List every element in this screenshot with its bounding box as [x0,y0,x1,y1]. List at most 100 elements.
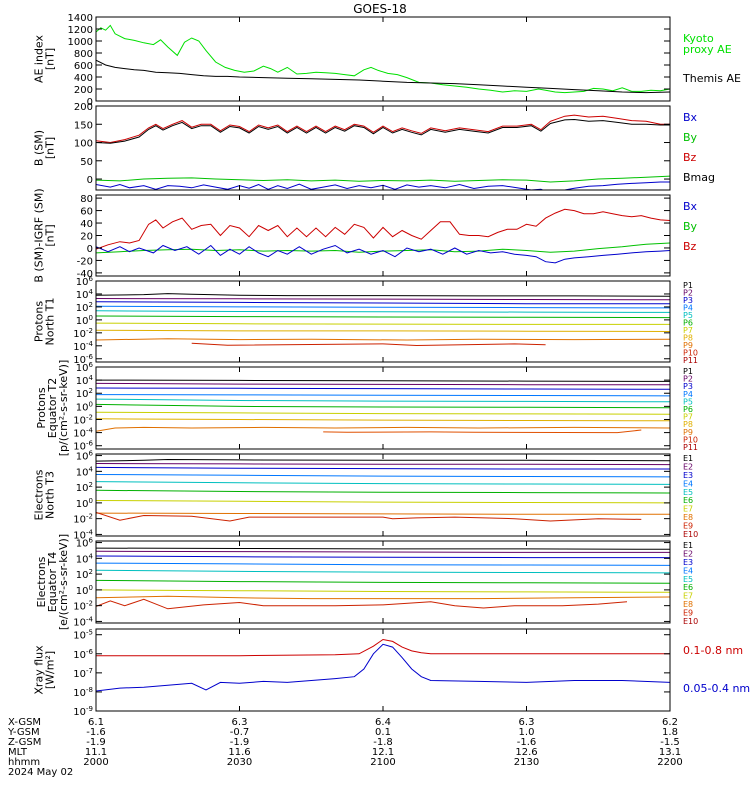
series-line-e8 [96,512,670,515]
legend-entry: E8 [683,513,693,522]
legend-entry: P6 [683,405,693,414]
y-tick-label: 106 [76,275,94,288]
legend-entry: P9 [683,341,693,350]
ephemeris-value: 2000 [83,757,108,768]
series-line-p6 [96,315,670,319]
y-tick-label: 200 [74,85,93,96]
y-axis-label: [W/m²] [44,651,57,689]
legend-entry: P4 [683,304,693,313]
legend-entry: P3 [683,382,693,391]
legend-entry: E6 [683,496,693,505]
y-tick-label: 400 [74,73,93,84]
series-line-bmag [96,118,670,144]
y-tick-label: 10-4 [73,528,93,541]
y-tick-label: 600 [74,61,93,72]
series-line-e4 [96,562,670,566]
legend-entry: P7 [683,413,693,422]
series-line-e4 [96,474,670,478]
legend-entry: E10 [683,617,698,626]
ephemeris-value: -1.9 [86,737,106,748]
legend-entry: P7 [683,326,693,335]
y-axis-label: Protons [33,301,46,342]
y-tick-label: 104 [76,288,94,301]
series-line-e2 [96,463,670,466]
y-axis-label: [e/(cm²-s-sr-keV)] [57,534,70,630]
y-tick-label: 200 [74,102,93,113]
y-tick-label: 102 [76,301,93,314]
y-tick-label: 1400 [68,13,93,24]
ephemeris-value: 6.1 [88,717,104,728]
y-tick-label: 10-8 [73,686,93,699]
series-line-p2 [96,298,670,301]
series-line-e7 [96,500,670,504]
y-axis-label: [nT] [44,224,57,246]
ephemeris-value: -1.6 [86,727,106,738]
ephemeris-value: 6.3 [519,717,535,728]
panel-frame [95,280,671,363]
y-tick-label: 0 [87,244,93,255]
series-group [96,293,670,347]
y-tick-label: 10-5 [73,629,93,642]
legend-entry: P3 [683,296,693,305]
legend-entry: E2 [683,549,693,558]
series-line-e8 [96,595,670,600]
y-tick-label: 104 [76,374,94,387]
y-tick-label: 80 [80,194,93,205]
series-line-p8 [96,329,670,332]
y-axis-label: AE index [33,34,46,83]
series-line-p1 [96,293,670,297]
series-line-e7 [96,589,670,593]
legend-entry: E5 [683,575,693,584]
ephemeris-value: 2030 [227,757,252,768]
legend-entry: Bmag [683,171,715,184]
y-tick-label: 800 [74,49,93,60]
series-line-0-05-0-4-nm [96,643,670,692]
legend-entry: E4 [683,479,693,488]
series-line-by [96,175,670,183]
y-tick-label: 100 [76,400,93,413]
legend-entry: E9 [683,609,693,618]
series-line-bx [96,244,670,264]
series-line-p3 [96,301,670,305]
y-tick-label: 102 [76,387,93,400]
ephemeris-value: 6.3 [232,717,248,728]
y-axis-label: North T1 [44,298,57,346]
series-line-p10 [191,342,546,347]
ephemeris-value: 11.6 [228,747,250,758]
legend-entry: E6 [683,583,693,592]
series-line-e3 [96,466,670,470]
legend-entry: P2 [683,375,693,384]
legend-entry: P11 [683,356,698,365]
legend-entry: E5 [683,488,693,497]
y-axis-label: [nT] [44,48,57,70]
y-tick-label: 10-2 [73,413,93,426]
series-group [96,458,670,522]
y-tick-label: 100 [76,314,93,327]
y-axis-label: [p/(cm²-s-sr-keV)] [57,360,70,457]
legend-entry: P10 [683,349,698,358]
y-tick-label: 104 [76,465,94,478]
legend-entry: By [683,131,698,144]
y-tick-label: 1200 [68,25,93,36]
y-axis-label: Electrons [35,556,48,607]
y-tick-label: 20 [80,232,93,243]
ephemeris-value: -1.5 [660,737,680,748]
ephemeris-row-label: X-GSM [8,717,41,728]
y-axis-label: Protons [35,387,48,428]
series-line-p3 [96,387,670,390]
series-line-p10 [323,429,642,434]
series-line-e5 [96,569,670,574]
legend-entry: P8 [683,420,693,429]
legend-entry: By [683,220,698,233]
ephemeris-value: 1.8 [662,727,678,738]
ephemeris-row-label: MLT [8,747,28,758]
panel-bsm: 0 50 100 150 200 B (SM)[nT] Bx By Bz Bmag [33,102,715,191]
y-tick-label: 40 [80,219,93,230]
legend-entry: P1 [683,281,693,290]
y-tick-label: 100 [74,139,93,150]
